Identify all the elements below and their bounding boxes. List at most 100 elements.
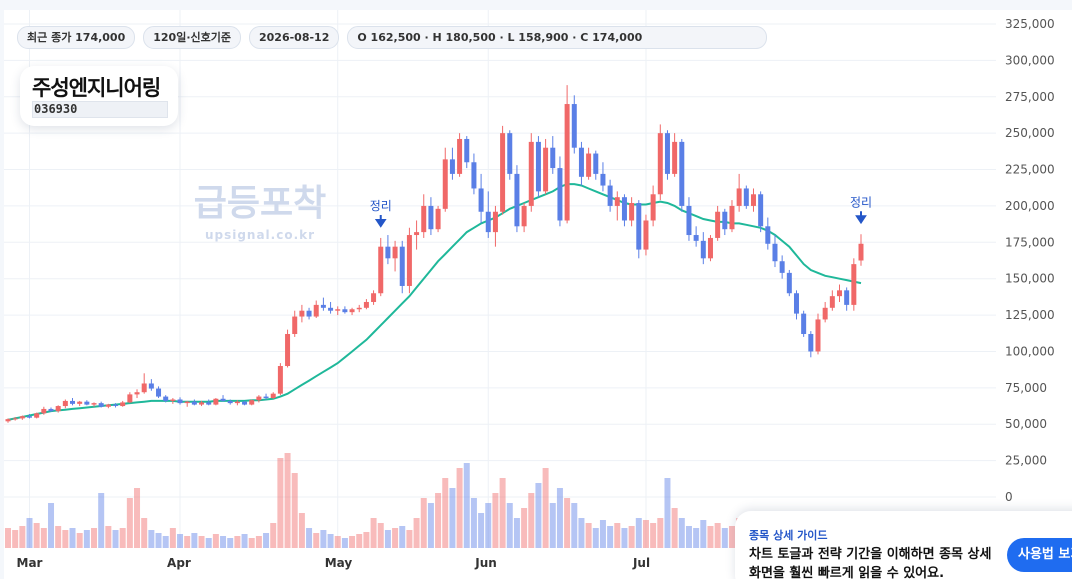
volume-bar [549, 503, 556, 548]
candle-body [686, 205, 692, 236]
volume-bar [435, 493, 442, 548]
candle-body [191, 401, 197, 405]
candle-body [621, 197, 627, 221]
volume-bar [91, 528, 98, 548]
guide-text: 차트 토글과 전략 기간을 이해하면 종목 상세 화면을 훨씬 빠르게 읽을 수… [749, 547, 992, 579]
volume-bar [427, 503, 434, 548]
volume-bar [55, 526, 62, 548]
volume-bar [12, 530, 19, 548]
candle-body [84, 401, 90, 405]
candle-body [199, 402, 205, 405]
volume-bar [33, 523, 40, 548]
volume-bar [19, 526, 26, 548]
volume-bar [291, 473, 298, 548]
volume-bar [399, 526, 406, 548]
volume-bar [693, 528, 700, 548]
guide-title: 종목 상세 가이드 [749, 529, 828, 542]
volume-bar [69, 528, 76, 548]
volume-bar [463, 463, 470, 548]
y-tick-label: 300,000 [1005, 53, 1055, 67]
candle-body [564, 104, 570, 221]
candle-body [163, 396, 169, 401]
candle-body [12, 418, 18, 420]
candle-body [657, 133, 663, 195]
volume-bar [298, 513, 305, 548]
candle-body [822, 307, 828, 320]
stock-code: 036930 [32, 101, 168, 118]
volume-bar [234, 536, 241, 548]
candle-body [177, 399, 183, 404]
volume-bar [83, 530, 90, 548]
volume-bar [349, 536, 356, 548]
candle-body [48, 408, 54, 412]
volume-bar [119, 528, 126, 548]
candle-body [292, 316, 298, 334]
annotation-arrow [374, 214, 387, 228]
volume-bar [62, 530, 69, 548]
candle-body [779, 261, 785, 273]
info-pills: 최근 종가 174,000 120일·신호기준 2026-08-12 O 162… [17, 26, 768, 49]
candle-body [614, 197, 620, 206]
candle-body [722, 211, 728, 230]
candle-body [249, 400, 255, 405]
candle-body [457, 138, 463, 174]
volume-bar [528, 493, 535, 548]
pill: 120일·신호기준 [143, 26, 241, 49]
candle-body [77, 401, 83, 404]
candle-body [851, 264, 857, 305]
candle-body [650, 194, 656, 221]
y-tick-label: 200,000 [1005, 199, 1055, 213]
y-tick-label: 250,000 [1005, 126, 1055, 140]
candle-body [285, 333, 291, 367]
candle-body [442, 159, 448, 209]
volume-bar [227, 538, 234, 548]
volume-bar [506, 503, 513, 548]
volume-bar [263, 533, 270, 548]
candle-body [41, 408, 47, 414]
x-tick-label: Apr [167, 556, 191, 570]
candle-body [449, 159, 455, 174]
candle-body [736, 188, 742, 206]
candle-body [385, 246, 391, 259]
candle-body [858, 243, 864, 261]
candle-body [378, 246, 384, 294]
candle-body [349, 309, 355, 313]
volume-bar [384, 530, 391, 548]
candle-body [220, 398, 226, 401]
candle-body [256, 396, 262, 401]
volume-bar [521, 508, 528, 548]
volume-bar [248, 538, 255, 548]
annotation-label: 정리 [370, 199, 392, 213]
candle-body [34, 413, 40, 418]
pill: 최근 종가 174,000 [17, 26, 136, 49]
candle-body [320, 304, 326, 308]
pill: O 162,500 · H 180,500 · L 158,900 · C 17… [347, 26, 768, 49]
volume-bar [356, 534, 363, 548]
volume-bar [148, 530, 155, 548]
candle-body [679, 141, 685, 206]
volume-bar [470, 498, 477, 548]
volume-bar [413, 518, 420, 548]
volume-bar [5, 528, 11, 548]
volume-bar [105, 526, 112, 548]
watermark-url: upsignal.co.kr [204, 228, 316, 242]
guide-button[interactable]: 사용법 보기 [1007, 538, 1072, 572]
candle-body [471, 162, 477, 189]
candle-body [120, 402, 126, 407]
candle-body [435, 208, 441, 230]
candle-body [428, 205, 434, 230]
candle-body [707, 237, 713, 259]
candle-body [535, 141, 541, 192]
x-tick-label: Mar [17, 556, 43, 570]
volume-bar [363, 532, 370, 548]
volume-bar [162, 536, 169, 548]
candle-body [571, 104, 577, 148]
volume-bar [169, 528, 176, 548]
candle-body [270, 393, 276, 399]
volume-bar [191, 533, 198, 548]
volume-bar [578, 518, 585, 548]
candle-body [507, 133, 513, 174]
candle-body [478, 188, 484, 212]
volume-bar [642, 520, 649, 548]
x-tick-label: May [325, 556, 353, 570]
